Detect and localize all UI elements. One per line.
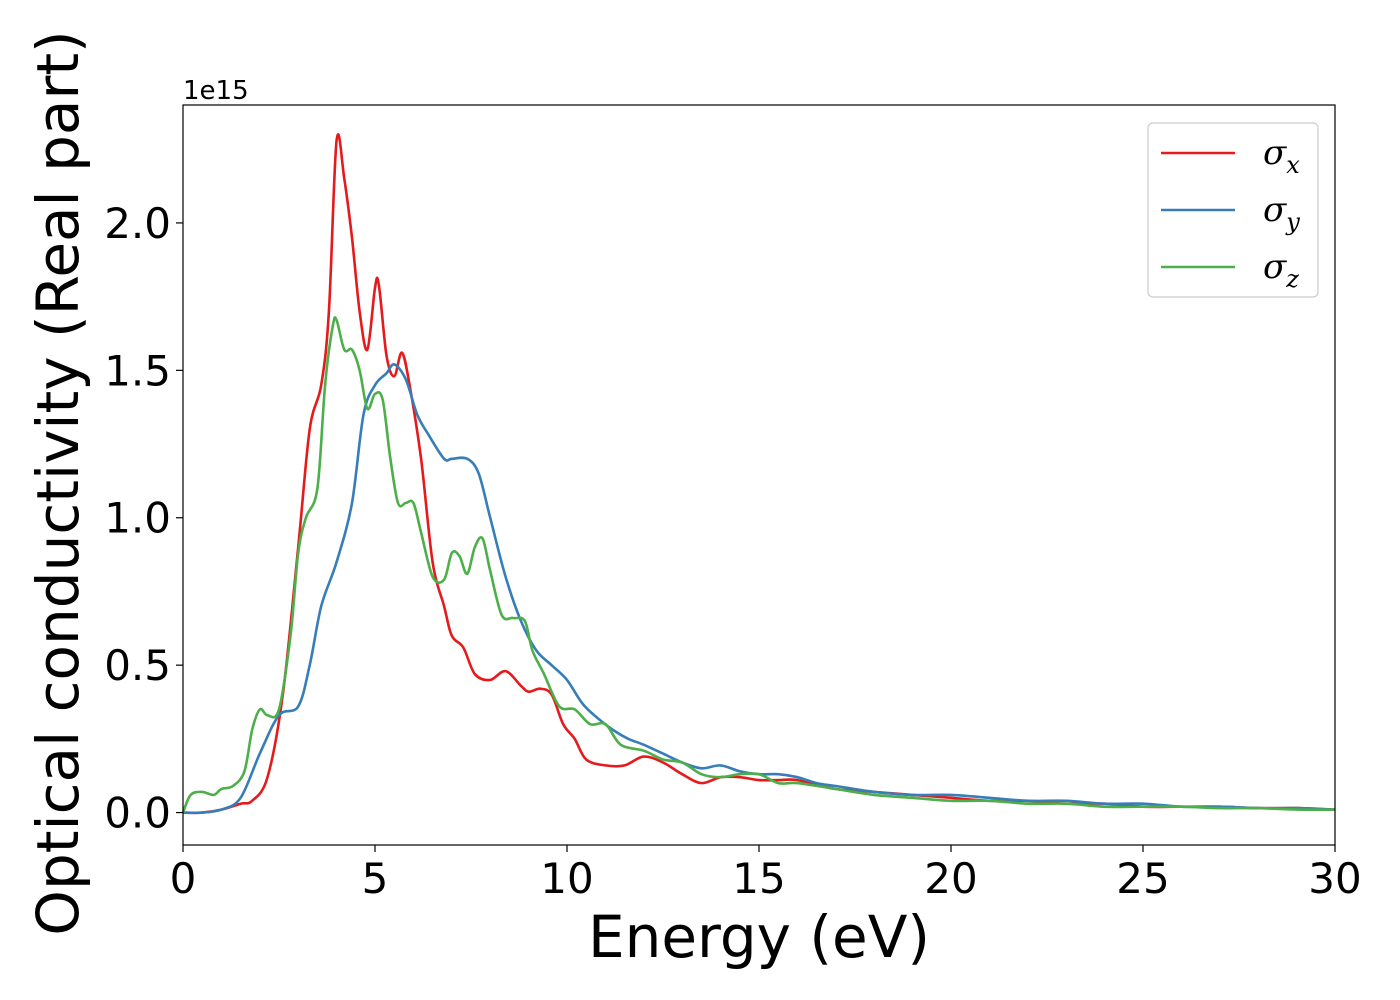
legend-label-subscript: z: [1285, 265, 1299, 293]
legend-label-main: σ: [1263, 133, 1287, 173]
x-tick-label: 25: [1116, 854, 1169, 903]
x-tick-label: 30: [1308, 854, 1361, 903]
y-axis-title: Optical conductivity (Real part): [24, 30, 92, 935]
legend-label-z: σz: [1263, 247, 1299, 293]
x-tick-label: 5: [362, 854, 389, 903]
legend-label-subscript: x: [1286, 151, 1300, 179]
y-tick-label: 2.0: [104, 199, 171, 248]
legend-label-main: σ: [1263, 247, 1287, 287]
y-tick-label: 0.5: [104, 641, 171, 690]
legend-label-y: σy: [1263, 190, 1300, 236]
legend-label-main: σ: [1263, 190, 1287, 230]
series-line-y: [182, 363, 1336, 815]
x-axis-title: Energy (eV): [588, 903, 930, 971]
y-tick-label: 1.0: [104, 494, 171, 543]
series-line-z: [181, 316, 1336, 814]
x-tick-label: 10: [540, 854, 593, 903]
series-layer: [181, 133, 1336, 815]
y-offset-label: 1e15: [183, 76, 249, 106]
x-tick-label: 20: [924, 854, 977, 903]
ticks-layer: 0 5 10 15 20 25 30 0.0 0.5 1.0 1.5 2.0: [104, 199, 1362, 903]
legend-label-subscript: y: [1285, 208, 1300, 236]
y-tick-label: 0.0: [104, 789, 171, 838]
x-tick-label: 15: [732, 854, 785, 903]
legend-label-x: σx: [1263, 133, 1300, 179]
x-tick-label: 0: [170, 854, 197, 903]
y-tick-label: 1.5: [104, 346, 171, 395]
